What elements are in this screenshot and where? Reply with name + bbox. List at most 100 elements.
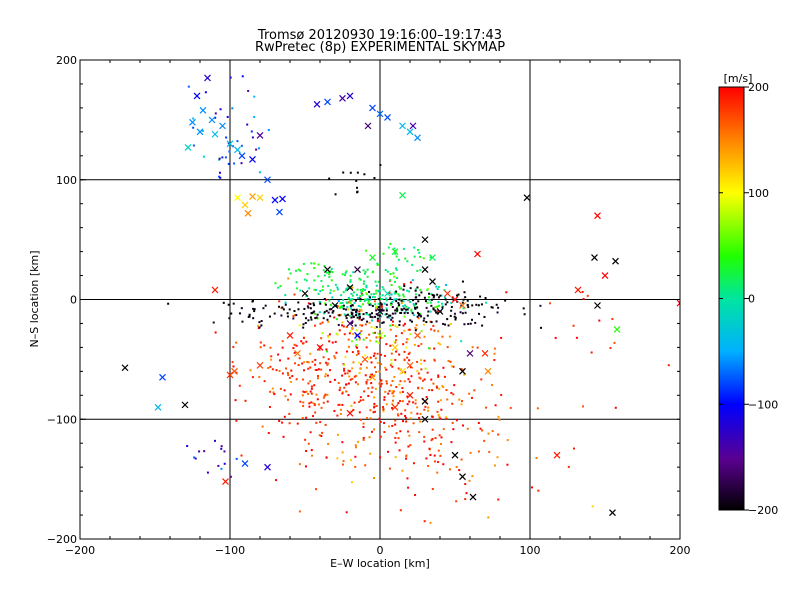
scatter-dot	[390, 352, 393, 355]
scatter-dot	[333, 378, 336, 381]
scatter-dot	[388, 425, 391, 428]
scatter-dot	[393, 298, 396, 301]
scatter-dot	[310, 385, 313, 388]
scatter-dot	[328, 333, 331, 336]
scatter-dot	[469, 322, 472, 325]
scatter-dot	[365, 346, 368, 349]
scatter-dot	[307, 298, 310, 301]
scatter-dot	[439, 454, 442, 457]
scatter-dot	[348, 314, 351, 317]
scatter-dot	[591, 505, 594, 508]
scatter-dot	[389, 324, 392, 327]
scatter-dot	[356, 171, 359, 174]
scatter-dot	[362, 303, 365, 306]
scatter-dot	[493, 352, 496, 355]
scatter-dot	[385, 403, 388, 406]
scatter-dot	[361, 290, 364, 293]
scatter-cross	[234, 146, 241, 154]
scatter-dot	[496, 456, 499, 459]
scatter-dot	[493, 359, 496, 362]
scatter-cross	[399, 122, 406, 130]
scatter-dot	[464, 483, 467, 486]
scatter-cross	[421, 236, 429, 244]
scatter-dot	[412, 314, 415, 317]
scatter-dot	[351, 286, 354, 289]
scatter-dot	[263, 344, 266, 347]
scatter-dot	[549, 302, 552, 305]
scatter-dot	[425, 306, 428, 309]
scatter-dot	[370, 312, 373, 315]
scatter-dot	[498, 418, 501, 421]
scatter-dot	[408, 380, 411, 383]
scatter-dot	[252, 307, 255, 310]
scatter-dot	[326, 363, 329, 366]
scatter-cross	[523, 194, 531, 202]
scatter-dot	[327, 442, 330, 445]
scatter-dot	[214, 112, 217, 115]
scatter-dot	[426, 287, 429, 290]
scatter-dot	[455, 500, 458, 503]
scatter-dot	[582, 405, 585, 408]
scatter-dot	[469, 451, 472, 454]
scatter-dot	[384, 313, 387, 316]
scatter-dot	[288, 412, 291, 415]
scatter-dot	[407, 378, 410, 381]
scatter-dot	[340, 294, 343, 297]
scatter-dot	[667, 364, 670, 367]
scatter-dot	[395, 268, 398, 271]
scatter-dot	[371, 373, 374, 376]
scatter-dot	[355, 374, 358, 377]
scatter-cross	[361, 355, 369, 363]
scatter-dot	[248, 315, 251, 318]
scatter-dot	[404, 415, 407, 418]
scatter-dot	[343, 313, 346, 316]
scatter-dot	[400, 332, 403, 335]
y-tick-label: −100	[47, 413, 77, 426]
scatter-cross	[459, 367, 466, 375]
scatter-dot	[337, 381, 340, 384]
scatter-dot	[322, 269, 325, 272]
scatter-dot	[377, 341, 380, 344]
scatter-dot	[327, 336, 330, 339]
scatter-dot	[368, 290, 371, 293]
scatter-dot	[364, 298, 367, 301]
scatter-dot	[418, 376, 421, 379]
scatter-dot	[394, 312, 397, 315]
scatter-dot	[454, 316, 457, 319]
scatter-dot	[500, 393, 503, 396]
scatter-dot	[420, 291, 423, 294]
scatter-dot	[351, 308, 354, 311]
scatter-dot	[406, 260, 409, 263]
scatter-dot	[407, 430, 410, 433]
scatter-dot	[436, 310, 439, 313]
scatter-cross	[391, 343, 399, 351]
scatter-dot	[389, 328, 392, 331]
scatter-dot	[391, 406, 394, 409]
scatter-dot	[452, 428, 455, 431]
scatter-dot	[360, 318, 363, 321]
scatter-dot	[301, 417, 304, 420]
scatter-dot	[425, 321, 428, 324]
scatter-dot	[364, 464, 367, 467]
scatter-dot	[348, 370, 351, 373]
scatter-dot	[362, 438, 365, 441]
scatter-dot	[452, 298, 455, 301]
scatter-dot	[310, 401, 313, 404]
scatter-dot	[309, 307, 312, 310]
scatter-dot	[394, 419, 397, 422]
scatter-cross	[594, 302, 601, 309]
scatter-dot	[402, 293, 405, 296]
scatter-dot	[362, 313, 365, 316]
scatter-dot	[358, 308, 361, 311]
scatter-cross	[219, 122, 226, 130]
scatter-dot	[455, 419, 458, 422]
scatter-cross	[406, 128, 414, 136]
scatter-dot	[430, 292, 433, 295]
scatter-dot	[286, 312, 289, 315]
scatter-dot	[321, 321, 324, 324]
scatter-dot	[441, 306, 444, 309]
scatter-dot	[352, 408, 355, 411]
scatter-dot	[325, 348, 328, 351]
scatter-dot	[385, 309, 388, 312]
scatter-dot	[439, 294, 442, 297]
